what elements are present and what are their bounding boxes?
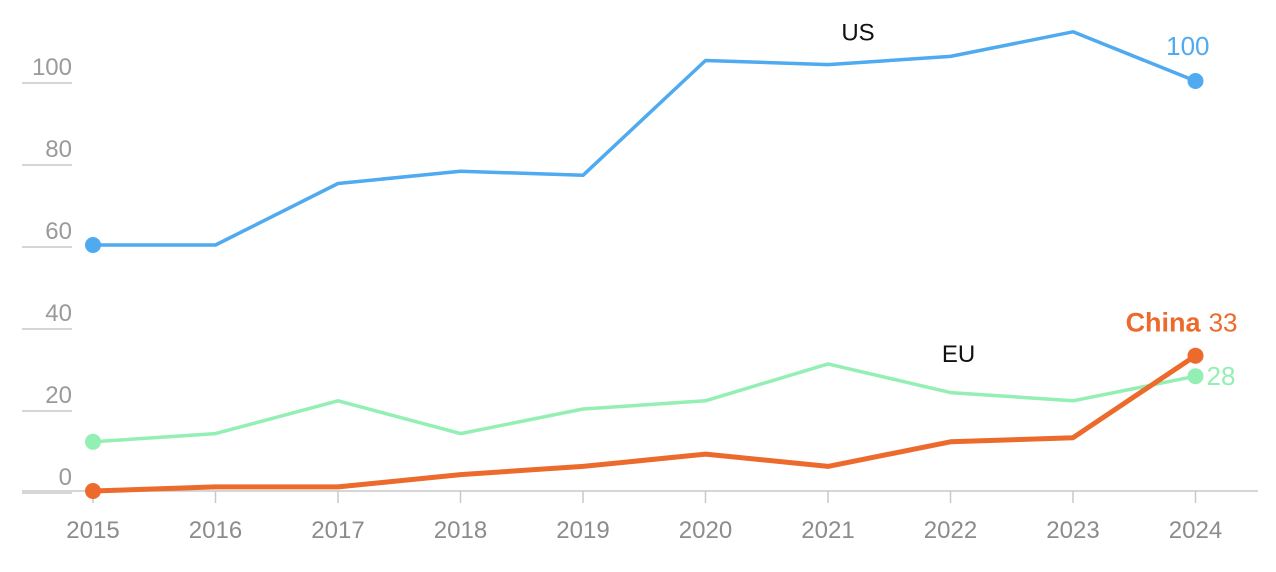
end-value-eu: 28: [1207, 361, 1236, 391]
series-point-china: [1187, 347, 1204, 364]
end-label-china-name: China: [1126, 308, 1202, 338]
series-label-us: US: [841, 20, 874, 47]
x-axis: 2015 2016 2017 2018 2019 2020 2021 2022 2023 2024: [22, 490, 1258, 544]
y-tick-label: 100: [32, 54, 72, 81]
x-tick-label: 2023: [1046, 517, 1099, 544]
series-point-china: [85, 483, 101, 499]
series-point-eu: [1187, 368, 1204, 385]
series-point-us: [1187, 73, 1204, 89]
end-value-us: 100: [1166, 31, 1209, 61]
y-tick-label: 20: [45, 382, 72, 409]
y-tick-label: 40: [45, 300, 72, 327]
x-tick-label: 2015: [66, 517, 119, 544]
y-tick-label: 80: [45, 136, 72, 163]
series-label-eu: EU: [942, 341, 975, 368]
y-tick-label: 60: [45, 218, 72, 245]
series-layer: [85, 30, 1204, 499]
series-line-us: [91, 30, 1198, 247]
x-tick-label: 2022: [924, 517, 977, 544]
x-tick-label: 2017: [311, 517, 364, 544]
series-point-us: [85, 237, 101, 253]
x-tick-label: 2021: [801, 517, 854, 544]
series-line-eu: [91, 362, 1198, 444]
series-point-eu: [85, 433, 101, 450]
series-line-china: [90, 353, 1198, 494]
x-tick-label: 2020: [679, 517, 732, 544]
x-tick-label: 2019: [556, 517, 609, 544]
end-label-china: China 33: [1126, 308, 1238, 338]
end-label-china-value: 33: [1209, 308, 1238, 338]
x-tick-label: 2018: [434, 517, 487, 544]
x-tick-label: 2024: [1169, 517, 1222, 544]
x-tick-label: 2016: [189, 517, 242, 544]
y-tick-label: 0: [59, 464, 72, 491]
y-axis: 0 20 40 60 80 100: [22, 54, 72, 494]
